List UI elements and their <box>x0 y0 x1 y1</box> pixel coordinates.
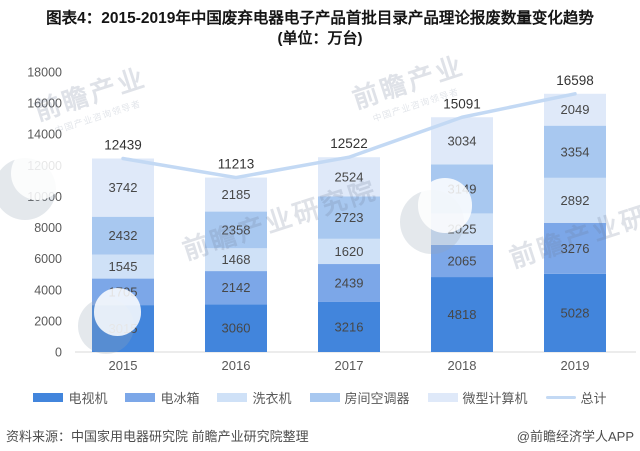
bar-segment <box>431 244 493 278</box>
bar-segment-label: 3060 <box>222 321 251 336</box>
bar-segment-label: 1620 <box>335 244 364 259</box>
bar-segment-label: 3742 <box>109 180 138 195</box>
chart-title-unit: (单位：万台) <box>277 30 363 47</box>
legend-item-洗衣机: 洗衣机 <box>217 388 292 407</box>
chart-footer: 资料来源：中国家用电器研究院 前瞻产业研究院整理 @前瞻经济学人APP <box>0 424 640 446</box>
x-axis-tick-label: 2017 <box>335 358 364 373</box>
bar-segment-label: 2439 <box>335 276 364 291</box>
legend-item-电冰箱: 电冰箱 <box>125 388 199 407</box>
total-value-label: 15091 <box>443 96 481 111</box>
legend-item-房间空调器: 房间空调器 <box>309 388 410 407</box>
total-value-label: 11213 <box>218 157 255 172</box>
bar-segment-label: 3034 <box>448 133 477 148</box>
bar-segment <box>544 177 606 223</box>
x-axis-tick-label: 2019 <box>561 358 590 373</box>
legend-color-swatch <box>427 393 458 402</box>
bar-segment-label: 3149 <box>448 181 477 196</box>
bar-segment <box>318 264 380 302</box>
credit-note: @前瞻经济学人APP <box>516 429 634 444</box>
bar-segment-label: 1705 <box>109 284 138 299</box>
bar-segment <box>205 304 267 352</box>
bar-segment <box>544 273 606 352</box>
bar-segment-label: 2049 <box>561 102 590 117</box>
legend-label: 电视机 <box>68 391 108 406</box>
legend-color-swatch <box>33 393 64 402</box>
x-axis-tick-label: 2016 <box>222 358 251 373</box>
bar-segment <box>205 211 267 249</box>
chart-canvas: 0 2000 4000 6000 8000 10000 12000 14000 16000 180… <box>27 66 636 373</box>
chart-title-line1: 图表4：2015-2019年中国废弃电器电子产品首批目录产品理论报废数量变化趋势 <box>46 10 594 27</box>
legend-item-total: 总计 <box>545 388 607 407</box>
x-axis-tick-label: 2018 <box>448 358 477 373</box>
bar-segment-label: 1468 <box>222 252 251 267</box>
source-note: 资料来源：中国家用电器研究院 前瞻产业研究院整理 <box>6 429 309 444</box>
legend-label: 总计 <box>580 391 607 406</box>
total-value-label: 12522 <box>330 136 368 151</box>
bar-segment <box>205 177 267 212</box>
bar-segment-label: 3354 <box>561 144 590 159</box>
bar-segment <box>544 125 606 178</box>
legend-label: 房间空调器 <box>344 391 410 406</box>
chart-legend: 电视机 电冰箱 洗衣机 房间空调器 微型计算机 总计 <box>0 388 640 407</box>
legend-label: 电冰箱 <box>160 391 200 406</box>
bar-segment-label: 5028 <box>561 305 590 320</box>
bar-segment-label: 1545 <box>109 259 138 274</box>
y-axis-tick-label: 10000 <box>27 190 62 204</box>
bar-segment <box>318 238 380 265</box>
y-axis-tick-label: 2000 <box>34 314 62 328</box>
bar-segment <box>318 157 380 197</box>
legend-label: 洗衣机 <box>252 391 292 406</box>
bar-segment <box>318 301 380 352</box>
bar-segment-label: 2065 <box>448 253 477 268</box>
legend-item-电视机: 电视机 <box>33 388 107 407</box>
legend-item-微型计算机: 微型计算机 <box>427 388 528 407</box>
bar-segment-label: 2723 <box>335 210 364 225</box>
legend-color-swatch <box>217 393 248 402</box>
legend-label: 微型计算机 <box>462 391 528 406</box>
total-line <box>121 92 577 180</box>
legend-color-swatch <box>125 393 156 402</box>
y-axis-tick-label: 16000 <box>27 97 62 111</box>
bar-segment <box>92 254 154 279</box>
bar-segment <box>205 271 267 305</box>
bar-segment <box>205 248 267 272</box>
bar-segment-label: 3216 <box>335 319 364 334</box>
y-axis-tick-label: 8000 <box>34 221 62 235</box>
bar-segment <box>431 277 493 352</box>
y-axis-tick-label: 0 <box>55 346 62 360</box>
bar-segment-label: 2142 <box>222 280 251 295</box>
y-axis-tick-label: 12000 <box>27 159 62 173</box>
bar-segment-label: 3276 <box>561 241 590 256</box>
bar-segment-label: 2892 <box>561 193 590 208</box>
total-value-label: 16598 <box>556 73 594 88</box>
bar-segment <box>544 222 606 274</box>
chart-title: 图表4：2015-2019年中国废弃电器电子产品首批目录产品理论报废数量变化趋势… <box>0 8 640 48</box>
bar-segment <box>318 196 380 239</box>
x-axis-tick-label: 2015 <box>109 358 138 373</box>
bar-segment <box>92 158 154 217</box>
legend-line-swatch <box>545 396 576 399</box>
bar-segment-label: 2524 <box>335 169 364 184</box>
bar-segment-label: 2185 <box>222 187 251 202</box>
bar-segment <box>92 216 154 255</box>
y-axis-tick-label: 18000 <box>27 66 62 80</box>
bar-segment-label: 2432 <box>109 228 138 243</box>
y-axis-tick-label: 14000 <box>27 128 62 142</box>
bar-segment-label: 4818 <box>448 307 477 322</box>
bar-segment-label: 2025 <box>448 222 477 237</box>
bar-segment-label: 2358 <box>222 222 251 237</box>
y-axis-tick-label: 4000 <box>34 283 62 297</box>
bar-segment-label: 3015 <box>109 321 138 336</box>
legend-color-swatch <box>309 393 340 402</box>
y-axis-tick-label: 6000 <box>34 252 62 266</box>
total-value-label: 12439 <box>104 138 142 153</box>
